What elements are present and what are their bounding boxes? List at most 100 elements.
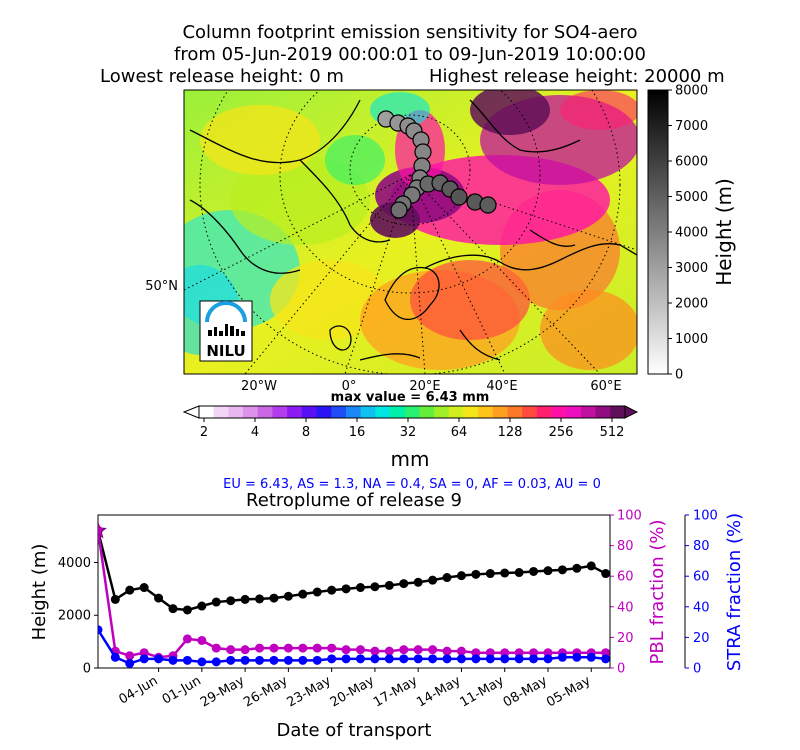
pbl-axis-tick-label: 20	[617, 631, 634, 646]
lon-label: 40°E	[486, 379, 517, 394]
pbl-series-point	[182, 634, 192, 644]
stra-axis-tick-label: 60	[693, 570, 710, 585]
x-axis-tick-label: 11-May	[458, 673, 507, 710]
emission-colorbar-tick-label: 4	[251, 425, 259, 440]
colorbar-cell	[478, 406, 494, 418]
stra-series-point	[240, 655, 250, 665]
pbl-series-point	[226, 645, 236, 655]
height-colorbar-tick-label: 1000	[675, 332, 708, 347]
stra-axis-label: STRA fraction (%)	[724, 513, 745, 671]
stra-series-point	[110, 652, 120, 662]
stra-series-point	[471, 654, 481, 664]
height-series-point	[543, 566, 553, 576]
trajectory-marker	[390, 201, 408, 219]
height-series-point	[413, 577, 423, 587]
stra-axis-tick-label: 20	[693, 631, 710, 646]
x-axis-tick-label: 20-May	[328, 673, 377, 710]
stra-axis-tick-label: 80	[693, 539, 710, 554]
stra-axis-tick-label: 100	[693, 509, 718, 524]
height-series-point	[139, 583, 149, 593]
pbl-series-point	[255, 643, 265, 653]
height-series-point	[211, 597, 221, 607]
stra-series-point	[428, 654, 438, 664]
stra-series-point	[355, 654, 365, 664]
colorbar-cell	[199, 406, 215, 418]
x-axis-tick-label: 01-Jun	[160, 673, 204, 707]
colorbar-cell	[345, 406, 361, 418]
height-series-point	[341, 584, 351, 594]
height-series-point	[182, 605, 192, 615]
height-axis-tick-label: 4000	[58, 556, 91, 571]
lon-label: 0°	[342, 379, 357, 394]
region-values-text: EU = 6.43, AS = 1.3, NA = 0.4, SA = 0, A…	[223, 477, 601, 492]
colorbar-cell	[566, 406, 582, 418]
height-series-point	[327, 585, 337, 595]
height-series-point	[456, 571, 466, 581]
stra-series-point	[485, 654, 495, 664]
height-series-point	[586, 561, 596, 571]
stra-series-point	[586, 652, 596, 662]
stra-series-point	[312, 655, 322, 665]
emission-colorbar-tick-label: 64	[451, 425, 468, 440]
pbl-series-point	[283, 643, 293, 653]
height-colorbar-label: Height (m)	[712, 178, 736, 286]
height-series-point	[355, 583, 365, 593]
height-series-point	[601, 569, 610, 579]
colorbar-cell	[272, 406, 288, 418]
height-colorbar-tick-label: 3000	[675, 261, 708, 276]
map-frame	[183, 89, 638, 375]
emission-colorbar-cells	[182, 405, 639, 419]
x-axis-tick-label: 23-May	[284, 673, 333, 710]
colorbar-cell	[257, 406, 273, 418]
height-colorbar-tick-label: 0	[675, 368, 683, 383]
coastlines	[189, 99, 637, 361]
emission-colorbar-tick-label: 8	[302, 425, 310, 440]
lon-label: 20°W	[241, 379, 277, 394]
colorbar-cell	[419, 406, 435, 418]
stra-series-point	[283, 655, 293, 665]
pbl-axis-label: PBL fraction (%)	[647, 520, 668, 665]
colorbar-cell	[316, 406, 332, 418]
stra-series-point	[298, 655, 308, 665]
stra-series-point	[197, 657, 207, 667]
colorbar-cell	[228, 406, 244, 418]
pbl-series-point	[211, 643, 221, 653]
height-series-point	[312, 587, 322, 597]
height-series-point	[255, 594, 265, 604]
stra-series-point	[413, 654, 423, 664]
height-colorbar-tick-label: 8000	[675, 84, 708, 99]
pbl-series-point	[456, 646, 466, 656]
stra-series-point	[370, 654, 380, 664]
height-colorbar-tick-label: 5000	[675, 190, 708, 205]
height-series-point	[384, 580, 394, 590]
plot-series	[98, 521, 610, 668]
pbl-series-point	[370, 646, 380, 656]
height-axis-tick-label: 2000	[58, 609, 91, 624]
title-highest-height: Highest release height: 20000 m	[429, 66, 725, 87]
emission-colorbar-ticks: 2 4 8 16 32 64 128 256 512	[200, 418, 624, 440]
colorbar-cell	[434, 406, 450, 418]
x-axis-tick-label: 08-May	[501, 673, 550, 710]
pbl-series-point	[269, 643, 279, 653]
height-colorbar-ticks: 0 1000 2000 3000 4000 5000 6000 7000 8000	[668, 84, 708, 383]
pbl-axis-tick-label: 60	[617, 570, 634, 585]
pbl-series-point	[298, 643, 308, 653]
colorbar-cell	[580, 406, 597, 418]
lon-labels: 20°W 0° 20°E 40°E 60°E	[241, 379, 622, 394]
pbl-series-point	[341, 645, 351, 655]
height-colorbar-tick-label: 7000	[675, 119, 708, 134]
colorbar-frame	[198, 405, 626, 419]
stra-series-point	[327, 654, 337, 664]
stra-series-point	[500, 654, 510, 664]
height-series-point	[428, 575, 438, 585]
height-series-point	[500, 568, 510, 578]
height-series-point	[226, 596, 236, 606]
height-series-point	[442, 573, 452, 583]
stra-series-point	[572, 652, 582, 662]
stra-series-point	[255, 655, 265, 665]
pbl-axis-tick-label: 40	[617, 600, 634, 615]
x-axis-tick-label: 17-May	[371, 673, 420, 710]
title-line1: Column footprint emission sensitivity fo…	[182, 22, 637, 43]
lon-label: 20°E	[409, 379, 440, 394]
